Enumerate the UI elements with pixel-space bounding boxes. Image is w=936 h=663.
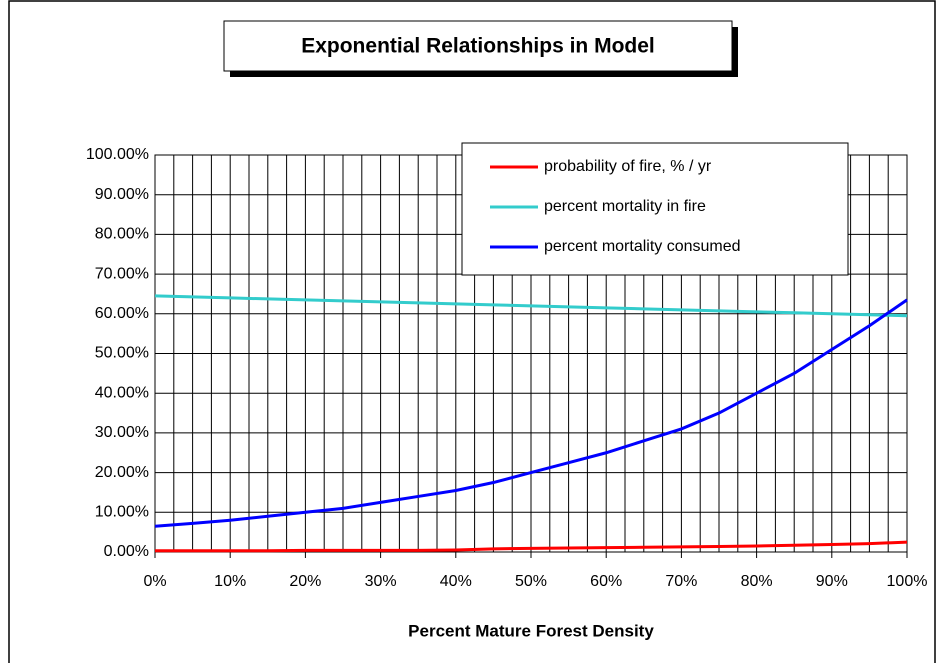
y-tick-label: 70.00% (95, 265, 149, 282)
y-tick-label: 30.00% (95, 424, 149, 441)
x-tick-label: 30% (365, 573, 397, 590)
y-tick-label: 100.00% (86, 146, 149, 163)
y-tick-label: 90.00% (95, 186, 149, 203)
x-tick-label: 40% (440, 573, 472, 590)
x-tick-label: 50% (515, 573, 547, 590)
legend-label: percent mortality in fire (544, 198, 706, 215)
series-line (155, 540, 908, 553)
y-tick-label: 0.00% (104, 543, 149, 560)
y-tick-label: 20.00% (95, 464, 149, 481)
x-tick-label: 70% (665, 573, 697, 590)
x-tick-label: 90% (816, 573, 848, 590)
y-tick-label: 50.00% (95, 345, 149, 362)
x-tick-label: 100% (887, 573, 928, 590)
x-tick-label: 60% (590, 573, 622, 590)
title-box (223, 20, 733, 72)
y-tick-label: 60.00% (95, 305, 149, 322)
x-tick-label: 80% (741, 573, 773, 590)
x-axis-title: Percent Mature Forest Density (408, 621, 654, 640)
series-line (154, 298, 908, 528)
y-tick-label: 80.00% (95, 226, 149, 243)
legend-box (461, 142, 849, 276)
series-line (154, 294, 908, 318)
chart-title: Exponential Relationships in Model (301, 35, 655, 58)
y-tick-label: 10.00% (95, 504, 149, 521)
x-tick-label: 0% (143, 573, 166, 590)
y-tick-label: 40.00% (95, 384, 149, 401)
x-tick-label: 10% (214, 573, 246, 590)
x-tick-label: 20% (289, 573, 321, 590)
legend-label: percent mortality consumed (544, 238, 741, 255)
legend-label: probability of fire, % / yr (544, 158, 712, 175)
